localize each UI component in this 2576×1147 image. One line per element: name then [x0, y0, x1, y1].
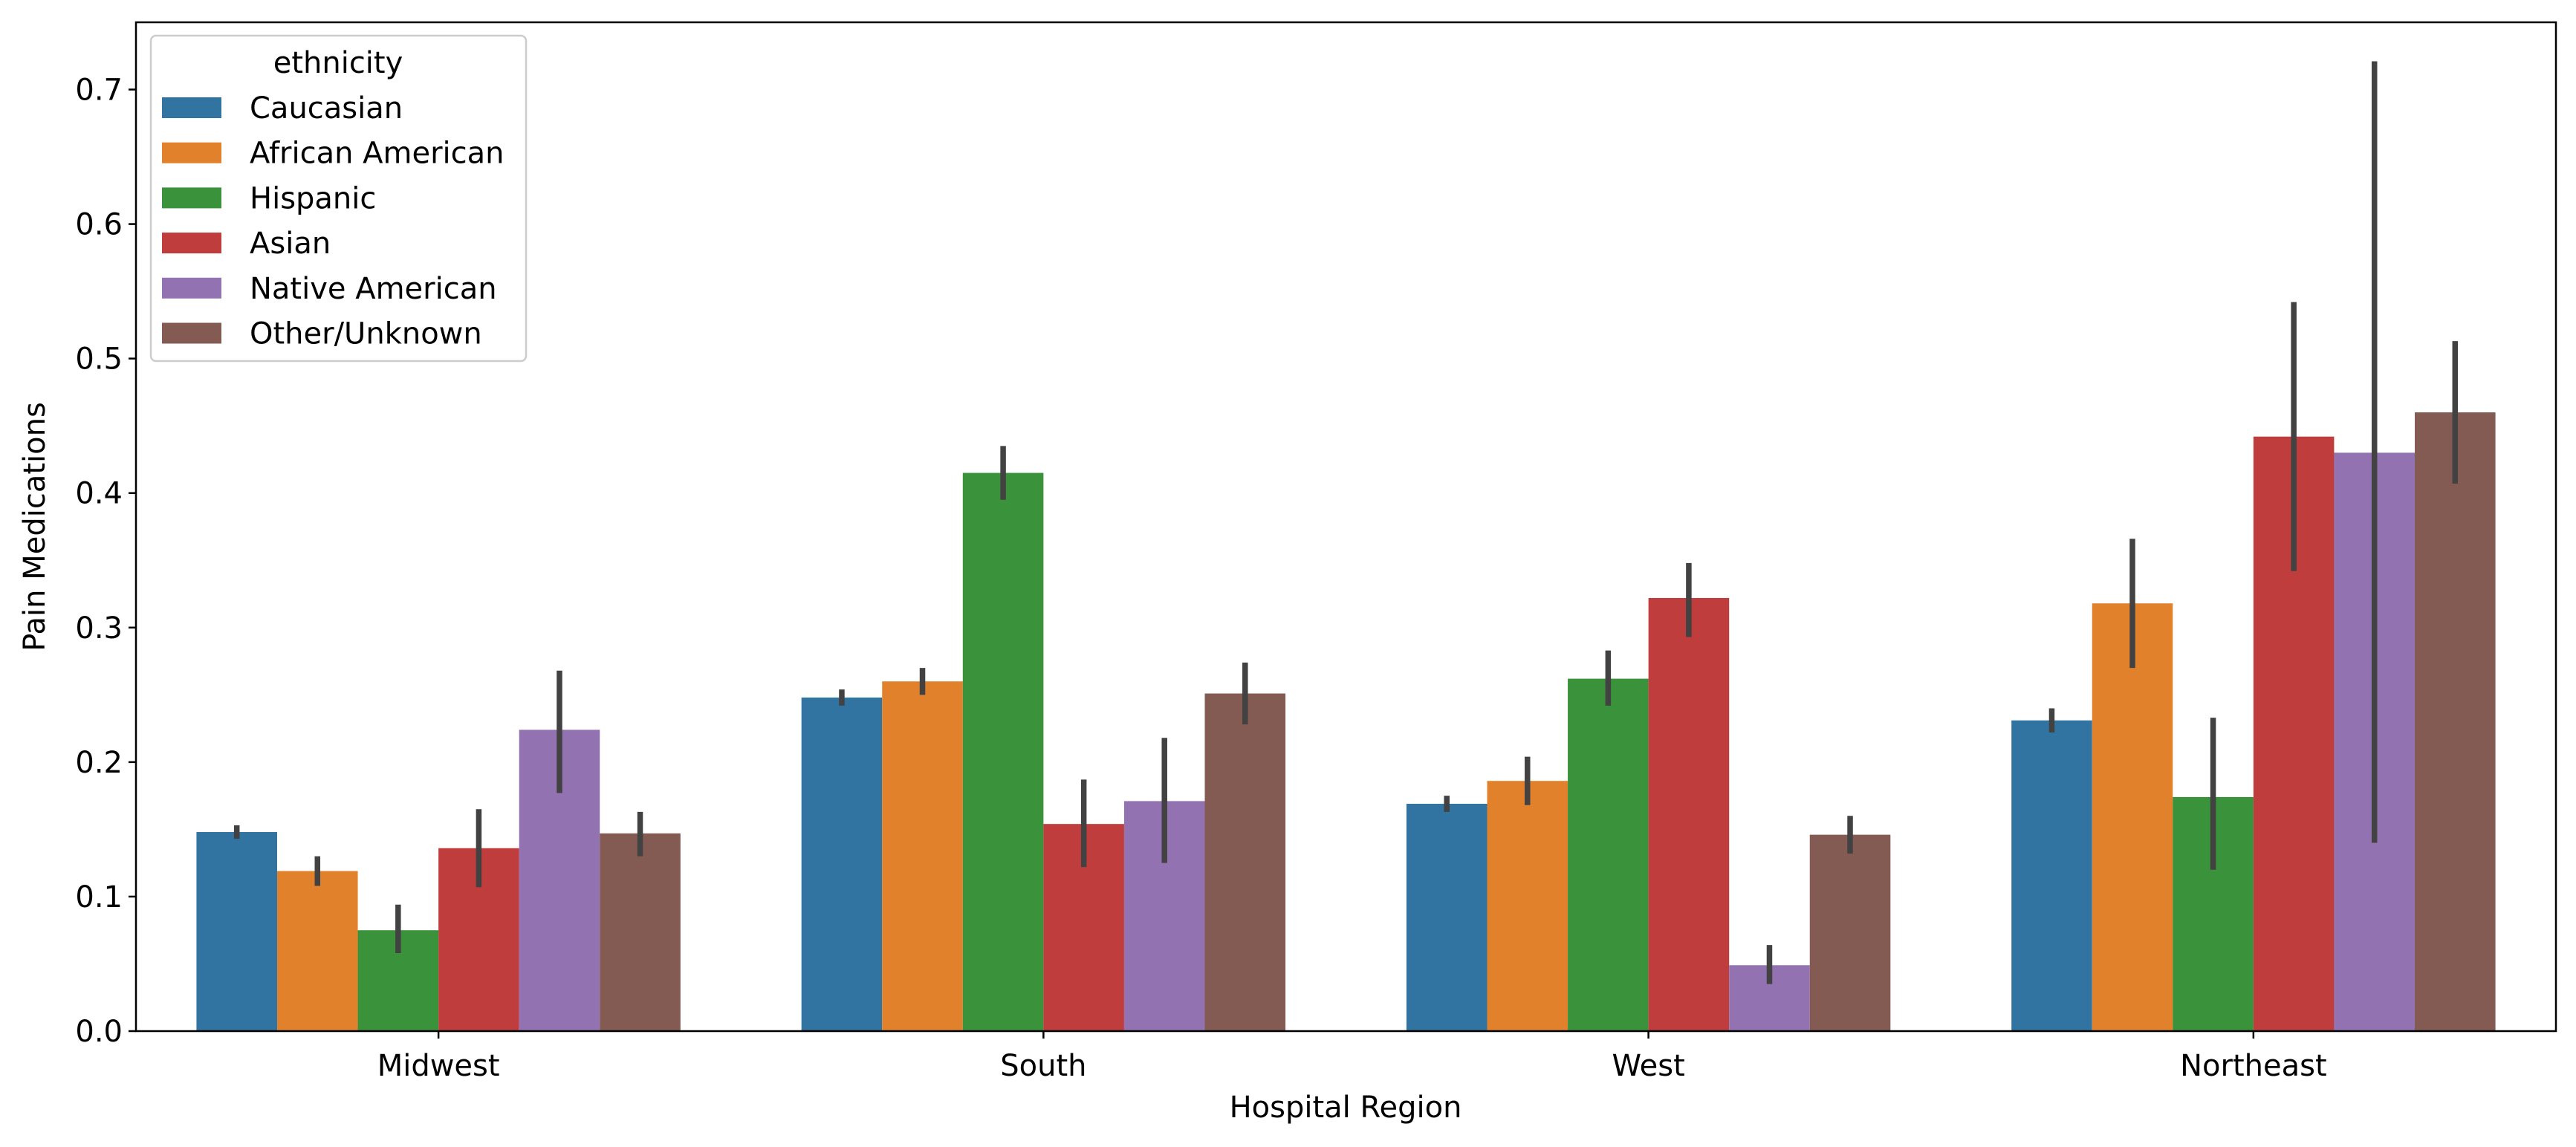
bar-south-caucasian — [801, 697, 883, 1031]
bars-layer — [196, 412, 2496, 1031]
bar-west-caucasian — [1406, 803, 1487, 1031]
y-tick-label: 0.2 — [75, 746, 123, 780]
x-tick-label: Northeast — [2180, 1049, 2327, 1083]
legend-entry: Asian — [250, 227, 331, 261]
x-tick-label: Midwest — [377, 1049, 500, 1083]
legend-entry: Hispanic — [250, 181, 376, 215]
legend-swatch — [162, 187, 221, 209]
y-tick-label: 0.6 — [75, 208, 123, 242]
x-axis: Midwest South West Northeast — [377, 1031, 2327, 1083]
bar-northeast-african-american — [2092, 603, 2173, 1031]
y-axis: 0.0 0.1 0.2 0.3 0.4 0.5 0.6 0.7 — [75, 74, 136, 1049]
y-tick-label: 0.5 — [75, 342, 123, 377]
legend-entry: Caucasian — [250, 91, 403, 126]
legend-frame — [149, 34, 528, 363]
bar-south-other-unknown — [1204, 693, 1286, 1031]
y-axis-label: Pain Medications — [18, 402, 52, 652]
y-tick-label: 0.1 — [75, 880, 123, 914]
bar-midwest-african-american — [276, 871, 358, 1031]
bar-midwest-other-unknown — [600, 833, 681, 1031]
legend-swatch — [162, 322, 221, 344]
y-tick-label: 0.7 — [75, 74, 123, 108]
legend-swatch — [162, 277, 221, 299]
x-tick-label: South — [1000, 1049, 1086, 1083]
y-tick-label: 0.3 — [75, 611, 123, 646]
bar-west-african-american — [1487, 781, 1568, 1031]
bar-west-other-unknown — [1809, 834, 1891, 1031]
bar-west-asian — [1648, 597, 1730, 1031]
bar-midwest-caucasian — [196, 832, 277, 1031]
legend: ethnicity Caucasian African American Hispa… — [149, 34, 528, 363]
y-tick-label: 0.4 — [75, 477, 123, 511]
x-tick-label: West — [1612, 1049, 1684, 1083]
x-axis-label: Hospital Region — [1230, 1091, 1462, 1125]
y-tick-label: 0.0 — [75, 1015, 123, 1049]
legend-swatch — [162, 142, 221, 163]
legend-entry: African American — [250, 137, 505, 171]
legend-entry: Other/Unknown — [250, 317, 482, 351]
bar-south-african-american — [882, 681, 963, 1031]
legend-entry: Native American — [250, 272, 497, 306]
bar-northeast-other-unknown — [2415, 412, 2496, 1031]
bar-west-hispanic — [1568, 678, 1649, 1031]
legend-swatch — [162, 97, 221, 118]
plot-frame — [134, 21, 2557, 1033]
bar-south-hispanic — [962, 472, 1044, 1031]
legend-swatch — [162, 233, 221, 254]
legend-title: ethnicity — [273, 46, 403, 80]
bar-northeast-caucasian — [2011, 720, 2092, 1031]
error-bars-layer — [233, 61, 2459, 984]
